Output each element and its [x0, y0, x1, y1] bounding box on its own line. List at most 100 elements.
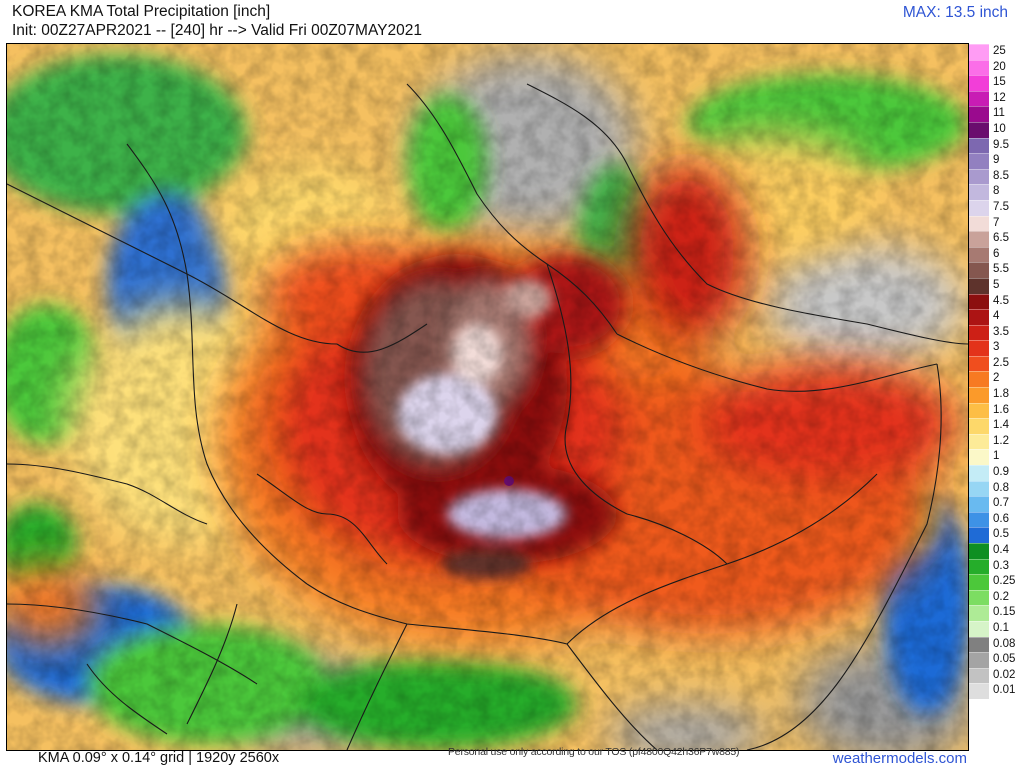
legend-entry: 2	[969, 371, 1024, 388]
legend-label: 2.5	[993, 356, 1009, 369]
legend-swatch	[969, 449, 989, 466]
legend-entry: 0.6	[969, 511, 1024, 528]
run-info: Init: 00Z27APR2021 -- [240] hr --> Valid…	[12, 22, 422, 39]
legend-swatch	[969, 168, 989, 185]
legend-label: 20	[993, 60, 1006, 73]
legend-label: 0.2	[993, 590, 1009, 603]
legend-swatch	[969, 480, 989, 497]
legend-label: 7	[993, 216, 1000, 229]
legend-swatch	[969, 418, 989, 434]
legend-entry: 0.2	[969, 589, 1024, 606]
legend-swatch	[969, 465, 989, 481]
legend-swatch	[969, 137, 989, 154]
legend-swatch	[969, 667, 989, 684]
legend-swatch	[969, 215, 989, 232]
legend-entry: 0.8	[969, 480, 1024, 497]
legend-label: 3.5	[993, 325, 1009, 338]
legend-entry: 0.9	[969, 465, 1024, 481]
legend-entry: 9.5	[969, 137, 1024, 154]
legend-label: 11	[993, 107, 1005, 120]
legend-label: 1.4	[993, 419, 1009, 432]
legend-label: 0.05	[993, 653, 1016, 666]
legend-swatch	[969, 262, 989, 278]
legend-entry: 0.1	[969, 620, 1024, 637]
legend-swatch	[969, 184, 989, 200]
legend-label: 10	[993, 122, 1006, 135]
legend-swatch	[969, 402, 989, 419]
map-title: KOREA KMA Total Precipitation [inch]	[12, 3, 271, 20]
legend-entry: 1	[969, 449, 1024, 466]
legend-swatch	[969, 511, 989, 528]
legend-entry: 0.08	[969, 636, 1024, 653]
legend-entry: 11	[969, 106, 1024, 122]
legend-entry: 9	[969, 153, 1024, 169]
legend-label: 5	[993, 278, 1000, 291]
legend-swatch	[969, 106, 989, 122]
map-canvas	[7, 44, 968, 750]
legend-label: 9	[993, 154, 1000, 167]
precipitation-map[interactable]	[6, 43, 969, 751]
legend-entry: 25	[969, 44, 1024, 60]
legend-label: 1	[993, 450, 1000, 463]
legend-entry: 8.5	[969, 168, 1024, 185]
legend-entry: 20	[969, 59, 1024, 76]
legend-swatch	[969, 231, 989, 247]
legend-label: 0.8	[993, 481, 1009, 494]
legend-swatch	[969, 340, 989, 356]
legend-swatch	[969, 199, 989, 216]
legend-label: 0.25	[993, 575, 1016, 588]
legend-entry: 0.02	[969, 667, 1024, 684]
legend-label: 0.01	[993, 684, 1016, 697]
legend-swatch	[969, 121, 989, 138]
legend-swatch	[969, 496, 989, 512]
legend-swatch	[969, 324, 989, 341]
grid-info: KMA 0.09° x 0.14° grid | 1920y 2560x	[38, 750, 280, 766]
legend-entry: 0.4	[969, 543, 1024, 559]
legend-label: 12	[993, 91, 1006, 104]
legend-label: 1.2	[993, 434, 1009, 447]
legend-entry: 5.5	[969, 262, 1024, 278]
legend-swatch	[969, 387, 989, 403]
legend-swatch	[969, 605, 989, 621]
legend-swatch	[969, 683, 989, 699]
legend-label: 15	[993, 76, 1006, 89]
noise-texture	[7, 44, 968, 750]
legend-entry: 7.5	[969, 199, 1024, 216]
legend-swatch	[969, 59, 989, 76]
legend-label: 6	[993, 247, 1000, 260]
legend-label: 8	[993, 185, 1000, 198]
legend-entry: 1.4	[969, 418, 1024, 434]
legend-label: 6.5	[993, 232, 1009, 245]
site-link[interactable]: weathermodels.com	[832, 750, 967, 767]
legend-swatch	[969, 589, 989, 606]
legend-entry: 10	[969, 121, 1024, 138]
legend-swatch	[969, 543, 989, 559]
legend-entry: 0.15	[969, 605, 1024, 621]
legend-entry: 8	[969, 184, 1024, 200]
legend-swatch	[969, 527, 989, 543]
legend-entry: 1.2	[969, 433, 1024, 450]
legend-entry: 1.6	[969, 402, 1024, 419]
legend-entry: 3.5	[969, 324, 1024, 341]
legend-entry: 0.3	[969, 558, 1024, 575]
legend-entry: 5	[969, 277, 1024, 294]
legend-swatch	[969, 652, 989, 668]
legend-entry: 4.5	[969, 293, 1024, 310]
legend-entry: 1.8	[969, 387, 1024, 403]
legend-swatch	[969, 558, 989, 575]
legend-label: 0.15	[993, 606, 1016, 619]
legend-swatch	[969, 44, 989, 60]
legend-entry: 7	[969, 215, 1024, 232]
country-borders	[7, 83, 968, 750]
legend-label: 4	[993, 310, 1000, 323]
legend-swatch	[969, 309, 989, 325]
legend-label: 2	[993, 372, 1000, 385]
legend-label: 0.9	[993, 466, 1009, 479]
legend-swatch	[969, 371, 989, 388]
legend-swatch	[969, 293, 989, 310]
legend-entry: 0.5	[969, 527, 1024, 543]
legend-entry: 0.05	[969, 652, 1024, 668]
legend-swatch	[969, 246, 989, 263]
legend-swatch	[969, 277, 989, 294]
legend-entry: 0.25	[969, 574, 1024, 590]
